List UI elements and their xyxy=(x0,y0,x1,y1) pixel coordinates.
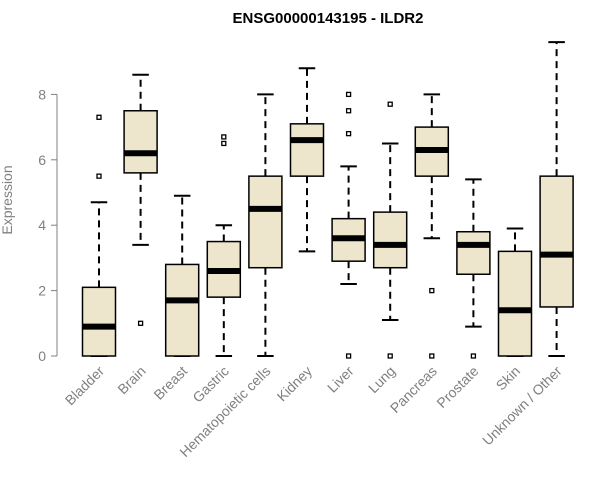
box-brain xyxy=(123,73,158,326)
box-iqr xyxy=(81,286,117,357)
x-label-brain: Brain xyxy=(114,363,148,397)
box-prostate xyxy=(456,178,491,359)
y-axis-label: Expression xyxy=(0,165,15,234)
y-axis: 0 2 4 6 8 xyxy=(38,86,58,364)
y-tick-label: 2 xyxy=(38,283,46,299)
box-iqr xyxy=(539,175,574,308)
box-iqr xyxy=(289,123,325,177)
outlier-point xyxy=(96,173,102,179)
boxes xyxy=(81,41,574,359)
box-liver xyxy=(331,91,366,359)
x-label-liver: Liver xyxy=(324,363,357,396)
box-kidney xyxy=(289,67,325,253)
box-pancreas xyxy=(414,93,450,359)
x-label-prostate: Prostate xyxy=(433,363,481,411)
outlier-point xyxy=(345,108,352,114)
y-tick-label: 0 xyxy=(38,348,46,364)
outlier-point xyxy=(470,353,477,359)
box-gastric xyxy=(206,134,242,357)
box-iqr xyxy=(456,230,491,276)
box-unknown-other xyxy=(539,41,574,357)
outlier-point xyxy=(137,320,144,326)
outlier-point xyxy=(429,353,435,359)
outlier-point xyxy=(387,353,393,359)
y-tick-label: 8 xyxy=(38,86,46,102)
x-label-breast: Breast xyxy=(150,363,190,403)
box-lung xyxy=(372,101,408,359)
box-iqr xyxy=(248,175,283,269)
outlier-point xyxy=(96,114,102,120)
x-label-skin: Skin xyxy=(493,363,524,394)
outlier-point xyxy=(221,140,227,147)
outlier-point xyxy=(345,130,352,137)
x-label-kidney: Kidney xyxy=(274,363,316,405)
y-tick-label: 6 xyxy=(38,152,46,168)
box-breast xyxy=(164,194,200,357)
box-iqr xyxy=(497,250,533,357)
box-iqr xyxy=(123,110,158,174)
box-bladder xyxy=(81,114,117,357)
y-tick-label: 4 xyxy=(38,217,46,233)
outlier-point xyxy=(221,134,227,140)
box-skin xyxy=(497,227,533,357)
chart-title: ENSG00000143195 - ILDR2 xyxy=(233,10,424,27)
x-label-bladder: Bladder xyxy=(62,363,108,409)
outlier-point xyxy=(429,287,435,294)
outlier-point xyxy=(345,353,352,359)
box-hematopoietic-cells xyxy=(248,93,283,357)
x-label-lung: Lung xyxy=(365,363,398,396)
box-iqr xyxy=(372,211,408,269)
box-iqr xyxy=(164,263,200,357)
outlier-point xyxy=(345,91,352,98)
outlier-point xyxy=(387,101,393,107)
x-label-unknown-other: Unknown / Other xyxy=(479,363,565,449)
